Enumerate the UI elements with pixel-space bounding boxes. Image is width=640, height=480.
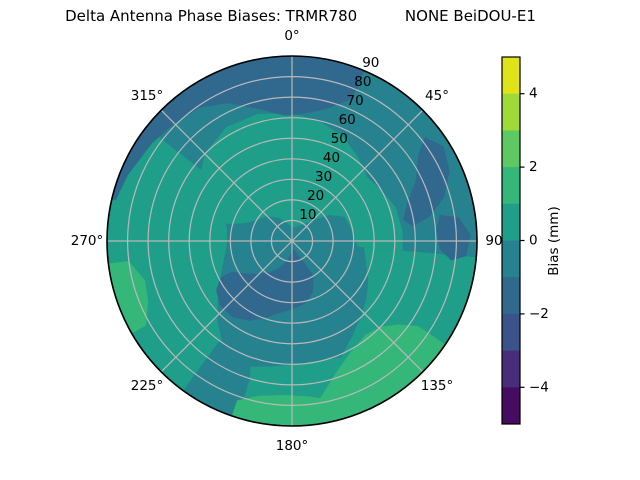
colorbar-segment-0 bbox=[502, 57, 520, 95]
colorbar-segment-2 bbox=[502, 130, 520, 168]
bias-region-southeast-bright-arc bbox=[319, 324, 458, 426]
colorbar-tick-label--4: −4 bbox=[529, 379, 549, 395]
polar-outline bbox=[106, 55, 478, 427]
colorbar-tick-label--2: −2 bbox=[529, 306, 549, 322]
colorbar-tick-label-2: 2 bbox=[529, 159, 538, 175]
bias-region-south-bright-rim bbox=[227, 395, 351, 426]
r-tick-label-90: 90 bbox=[362, 55, 379, 71]
r-tick-label-20: 20 bbox=[307, 188, 324, 204]
colorbar-segment-3 bbox=[502, 167, 520, 205]
colorbar-segment-1 bbox=[502, 93, 520, 131]
theta-tick-label-225: 225° bbox=[131, 378, 164, 394]
colorbar-segment-5 bbox=[502, 240, 520, 278]
r-tick-label-50: 50 bbox=[331, 131, 348, 147]
colorbar-segment-7 bbox=[502, 313, 520, 352]
colorbar-segment-9 bbox=[502, 387, 520, 425]
colorbar-axis-label: Bias (mm) bbox=[546, 206, 562, 276]
colorbar-segment-4 bbox=[502, 203, 520, 241]
colorbar-segment-8 bbox=[502, 350, 520, 388]
chart-title: Delta Antenna Phase Biases: TRMR780 NONE… bbox=[65, 7, 536, 25]
bias-region-east-rim-patch bbox=[435, 214, 471, 261]
theta-tick-label-0: 0° bbox=[284, 28, 299, 44]
r-tick-label-30: 30 bbox=[315, 169, 332, 185]
r-tick-label-80: 80 bbox=[354, 74, 371, 90]
colorbar-tick-label-0: 0 bbox=[529, 233, 538, 249]
grid-spoke-135 bbox=[291, 240, 424, 373]
theta-tick-label-270: 270° bbox=[71, 233, 104, 249]
theta-tick-label-90: 90 bbox=[485, 233, 502, 249]
r-tick-label-10: 10 bbox=[299, 207, 316, 223]
colorbar: 4 2 0 −2 −4 bbox=[501, 56, 549, 425]
bias-region-northeast-streak bbox=[403, 137, 450, 227]
bias-region-north-cap bbox=[107, 56, 370, 201]
r-tick-label-60: 60 bbox=[339, 112, 356, 128]
polar-grid bbox=[107, 56, 477, 426]
colorbar-tick-label-4: 4 bbox=[529, 86, 538, 102]
r-tick-label-70: 70 bbox=[347, 93, 364, 109]
r-tick-labels: 10 20 30 40 50 60 70 80 90 bbox=[299, 55, 379, 223]
theta-tick-label-315: 315° bbox=[131, 88, 164, 104]
theta-tick-label-45: 45° bbox=[425, 88, 449, 104]
theta-tick-label-135: 135° bbox=[421, 378, 454, 394]
grid-spoke-225 bbox=[160, 240, 293, 373]
r-tick-label-40: 40 bbox=[323, 150, 340, 166]
grid-spoke-315 bbox=[160, 109, 293, 242]
grid-spoke-45 bbox=[291, 109, 424, 242]
theta-tick-labels: 0° 45° 90 135° 180° 225° 270° 315° bbox=[71, 28, 503, 454]
colorbar-segment-6 bbox=[502, 277, 520, 315]
theta-tick-label-180: 180° bbox=[276, 438, 309, 454]
